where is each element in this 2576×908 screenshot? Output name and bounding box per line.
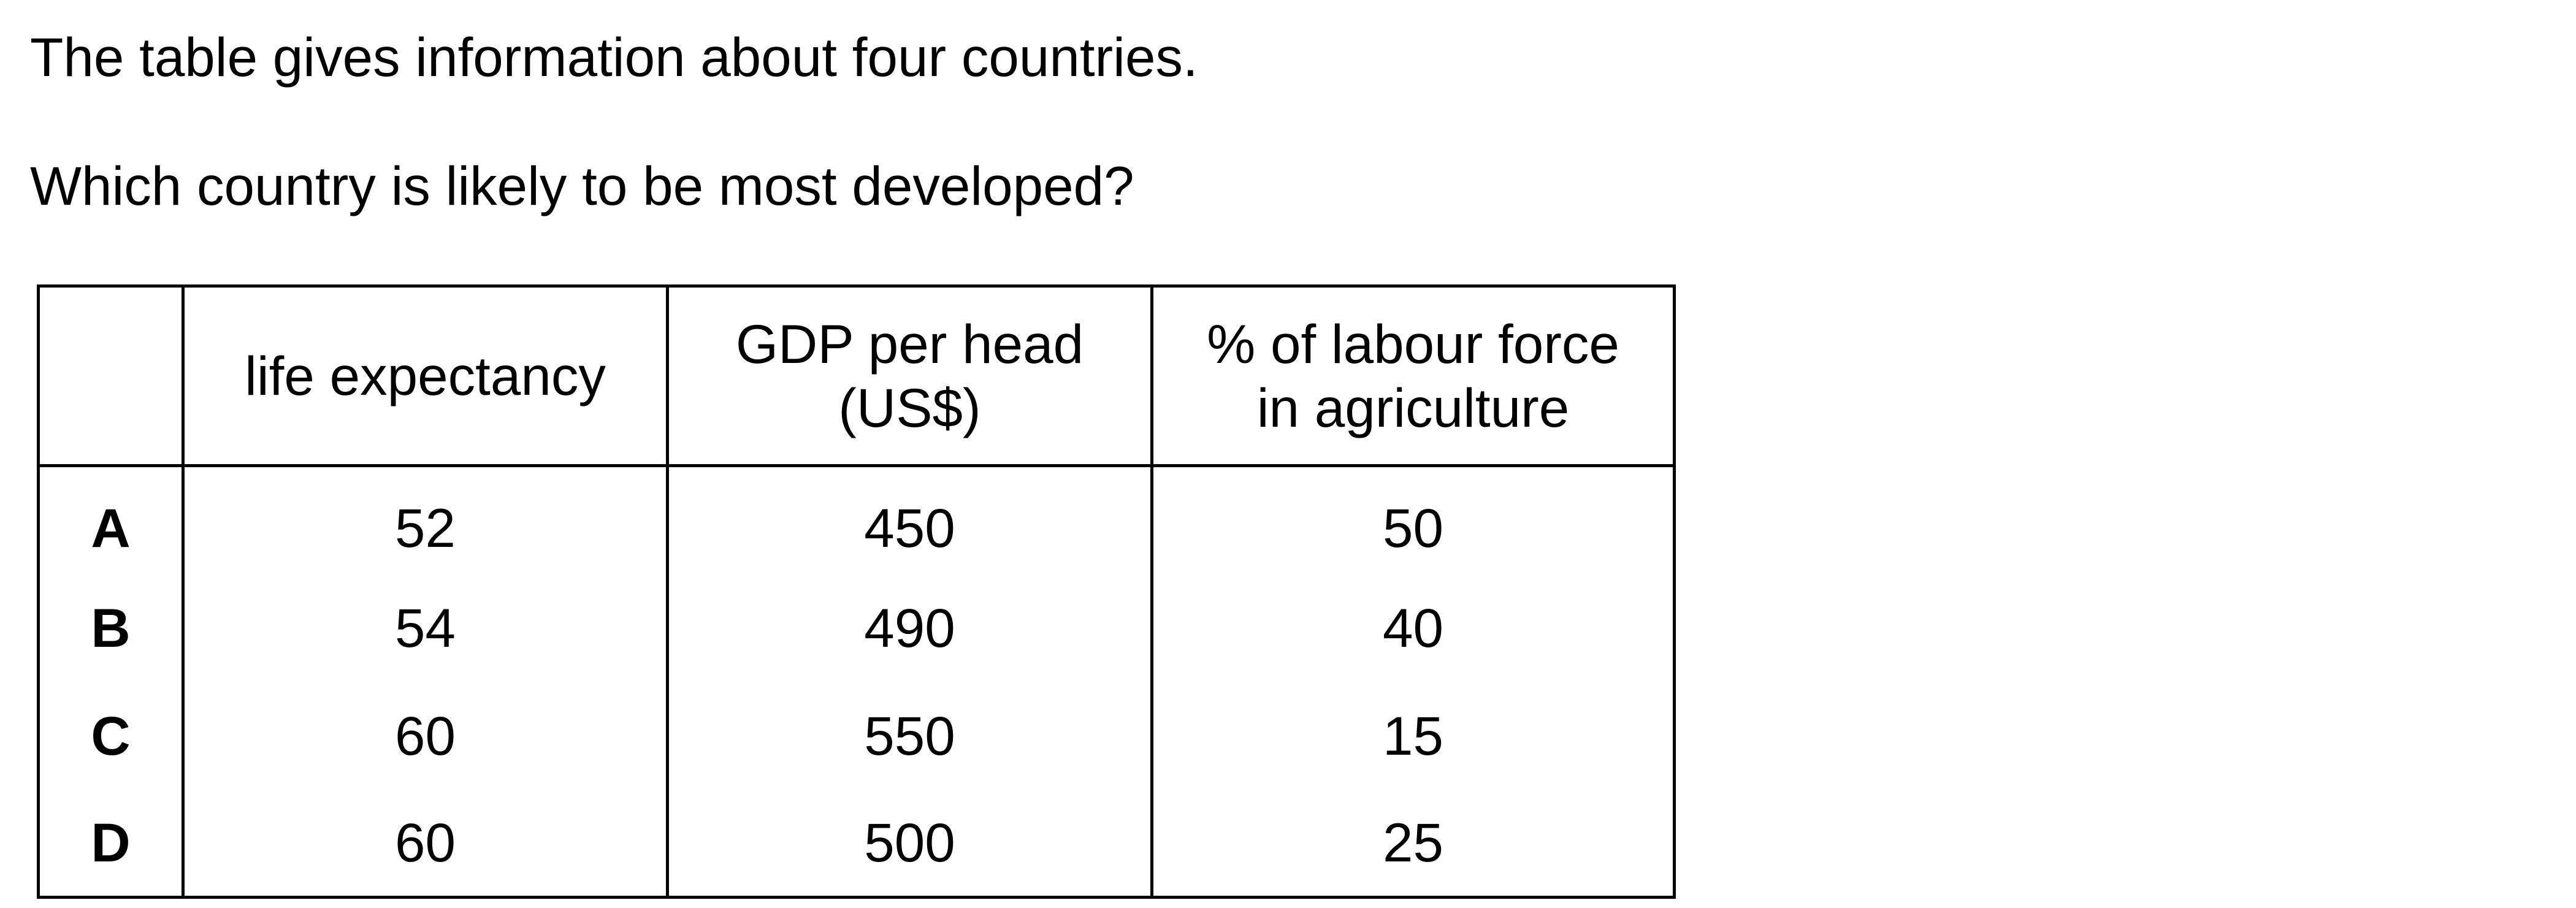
- question-text: Which country is likely to be most devel…: [30, 155, 1134, 216]
- header-life-expectancy: life expectancy: [182, 284, 669, 467]
- row-label: A: [37, 465, 185, 574]
- table-row: B 54 490 40: [37, 573, 1676, 682]
- header-labour-line1: % of labour force: [1207, 313, 1619, 375]
- table-row: C 60 550 15: [37, 681, 1676, 790]
- labour-cell: 50: [1150, 465, 1676, 574]
- intro-text: The table gives information about four c…: [30, 26, 1198, 88]
- header-blank: [37, 284, 185, 467]
- table-row: D 60 500 25: [37, 789, 1676, 899]
- gdp-cell: 550: [666, 681, 1153, 790]
- row-label: C: [37, 681, 185, 790]
- table-row: A 52 450 50: [37, 465, 1676, 574]
- life-expectancy-cell: 60: [182, 681, 669, 790]
- country-table: life expectancy GDP per head (US$) % of …: [37, 284, 1676, 899]
- life-expectancy-cell: 54: [182, 573, 669, 682]
- gdp-cell: 490: [666, 573, 1153, 682]
- header-life-expectancy-label: life expectancy: [245, 345, 606, 406]
- header-gdp-per-head: GDP per head (US$): [666, 284, 1153, 467]
- row-label: B: [37, 573, 185, 682]
- header-gdp-line2: (US$): [838, 377, 981, 438]
- gdp-cell: 450: [666, 465, 1153, 574]
- header-labour-line2: in agriculture: [1256, 377, 1570, 438]
- life-expectancy-cell: 52: [182, 465, 669, 574]
- labour-cell: 15: [1150, 681, 1676, 790]
- gdp-cell: 500: [666, 789, 1153, 899]
- life-expectancy-cell: 60: [182, 789, 669, 899]
- labour-cell: 25: [1150, 789, 1676, 899]
- header-gdp-line1: GDP per head: [735, 313, 1084, 375]
- header-row: life expectancy GDP per head (US$) % of …: [37, 284, 1676, 467]
- header-labour-agriculture: % of labour force in agriculture: [1150, 284, 1676, 467]
- row-label: D: [37, 789, 185, 899]
- labour-cell: 40: [1150, 573, 1676, 682]
